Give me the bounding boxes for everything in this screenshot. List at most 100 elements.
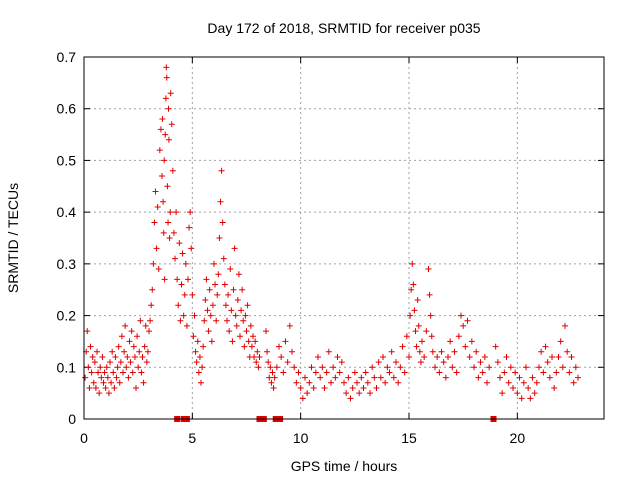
data-point [447,338,454,345]
data-point [231,245,238,252]
data-point [183,322,190,329]
data-point [264,348,271,355]
data-point [492,343,499,350]
data-point [214,291,221,298]
data-point [413,343,420,350]
data-point [235,271,242,278]
data-point [315,353,321,360]
data-point [221,281,228,288]
data-point [157,126,164,133]
data-point [207,312,214,319]
data-point [369,364,376,371]
data-point [409,260,416,267]
data-point [196,353,203,360]
data-point [101,369,108,376]
data-point [276,343,282,350]
data-point [371,374,378,381]
data-point [382,379,389,386]
data-point [233,322,240,329]
data-point [142,322,149,329]
data-point [179,250,186,257]
data-point [328,379,334,386]
data-point [247,322,254,329]
data-point [159,116,166,123]
data-point [226,328,233,335]
data-point [159,172,165,179]
data-point [553,369,560,376]
data-point [89,353,96,360]
data-point [128,328,135,335]
data-point [90,379,97,386]
data-point [445,353,451,360]
data-point [238,307,245,314]
data-point [88,369,95,376]
data-point [312,369,319,376]
data-point [332,374,339,381]
data-point [289,348,295,355]
data-point [533,379,540,386]
data-point [194,338,201,345]
x-tick-label: 0 [80,430,88,446]
data-point [245,338,252,345]
data-point [220,255,227,262]
data-point [225,291,232,298]
data-point [107,359,113,366]
data-point [224,317,230,324]
data-point [362,369,369,376]
data-point [559,364,566,371]
data-point [110,369,117,376]
data-point [162,95,169,102]
data-point [163,74,170,81]
data-point [118,333,125,340]
data-point [411,307,418,314]
data-point [153,245,160,252]
data-point [434,353,441,360]
data-point [181,291,188,298]
data-point [131,353,138,360]
data-point [165,219,172,226]
y-tick-label: 0.1 [57,359,77,375]
y-tick-label: 0.3 [57,256,77,272]
x-tick-label: 20 [510,430,526,446]
data-point [421,353,428,360]
data-point [423,328,430,335]
data-point [138,369,145,376]
data-point [497,374,503,381]
data-point [199,364,206,371]
data-point [546,374,553,381]
data-point [109,348,116,355]
data-point [147,317,154,324]
data-point [536,364,542,371]
data-point [386,369,393,376]
data-point [512,369,519,376]
data-point [455,333,462,340]
data-point [510,384,516,391]
data-point [319,364,326,371]
data-point [124,353,131,360]
data-point [481,353,488,360]
data-point [146,328,152,335]
data-point [399,343,406,350]
data-point [102,384,109,391]
data-point [167,209,174,216]
data-point [176,240,183,247]
data-point [407,312,414,319]
data-point [133,384,139,391]
data-point [135,364,142,371]
data-point [345,374,352,381]
data-point [105,390,112,397]
data-point [195,369,202,376]
data-point [393,359,399,366]
data-point [237,333,243,340]
data-point [82,374,89,381]
y-axis-label: SRMTID / TECUs [5,183,21,293]
data-point [527,395,534,402]
data-point [154,203,161,210]
y-tick-label: 0 [68,411,76,427]
data-point [130,343,137,350]
data-point [165,105,172,112]
data-point [143,359,150,366]
data-point [212,281,219,288]
data-point [141,343,148,350]
data-point [150,260,157,267]
